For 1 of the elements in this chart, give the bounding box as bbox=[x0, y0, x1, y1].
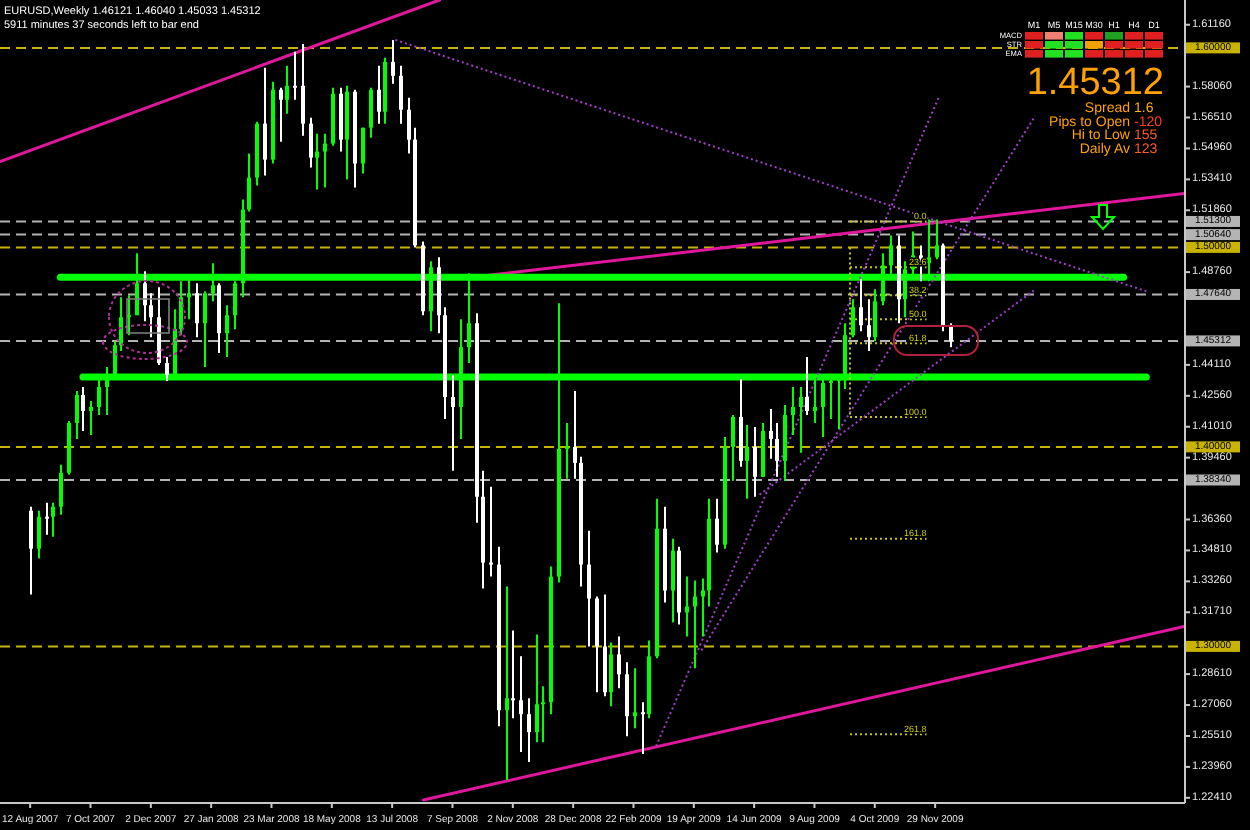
annotation: 1.45312 bbox=[1026, 62, 1164, 104]
